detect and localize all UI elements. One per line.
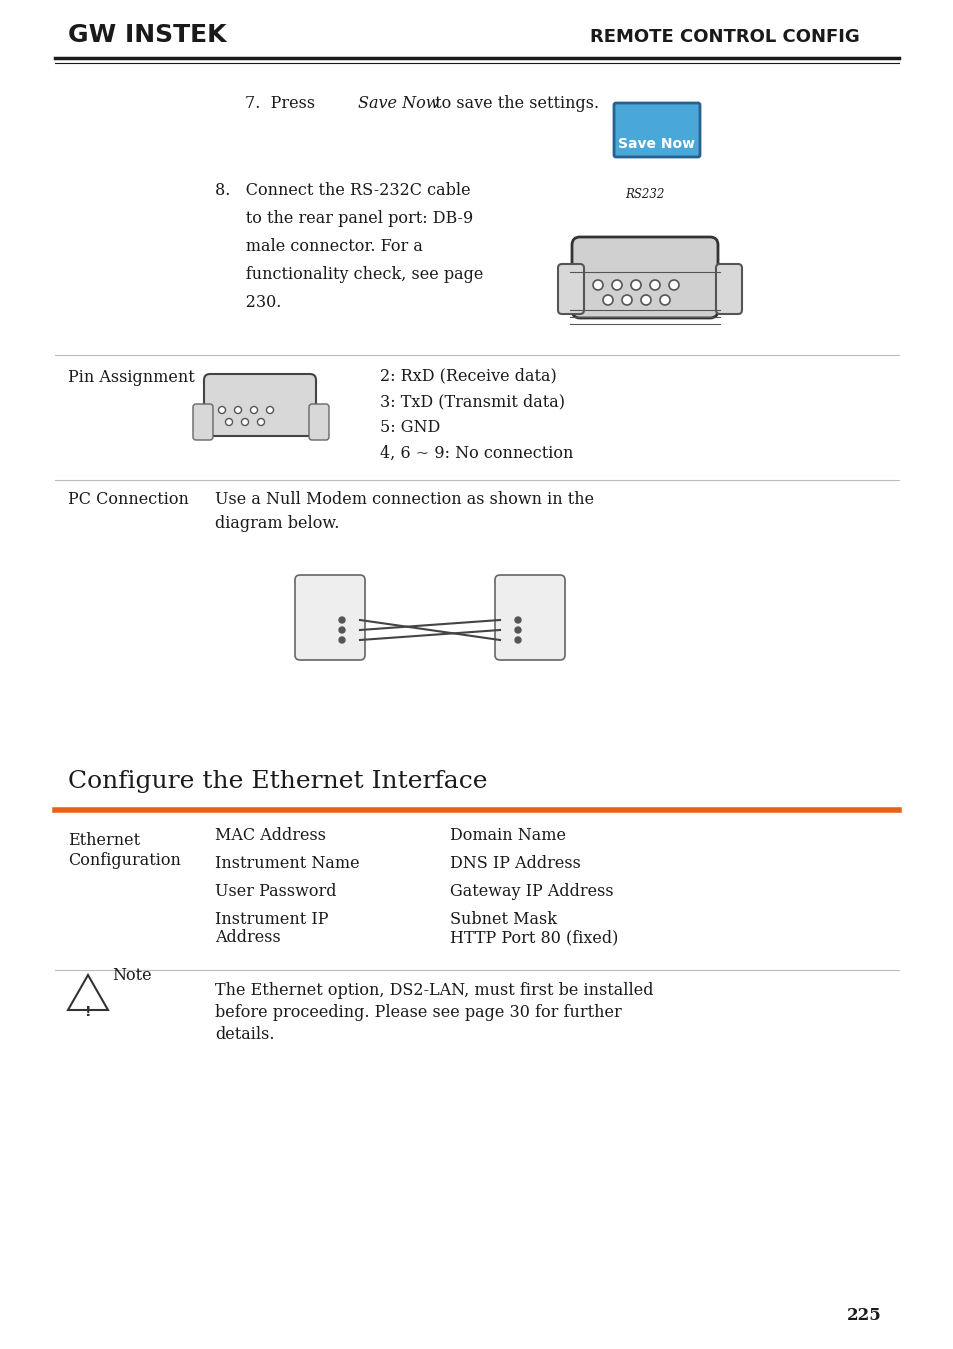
Text: GW INSTEK: GW INSTEK — [68, 23, 226, 47]
Text: functionality check, see page: functionality check, see page — [214, 266, 483, 283]
Text: Instrument IP: Instrument IP — [214, 911, 328, 928]
Circle shape — [338, 627, 345, 633]
Text: Instrument Name: Instrument Name — [214, 855, 359, 871]
Circle shape — [338, 616, 345, 623]
Text: 7.  Press: 7. Press — [245, 94, 320, 112]
Text: MAC Address: MAC Address — [214, 827, 326, 844]
FancyBboxPatch shape — [716, 264, 741, 314]
Circle shape — [515, 637, 520, 643]
Text: !: ! — [85, 1005, 91, 1018]
Text: 225: 225 — [846, 1307, 882, 1323]
Text: Ethernet: Ethernet — [68, 832, 140, 849]
Circle shape — [640, 295, 650, 305]
FancyBboxPatch shape — [204, 374, 315, 436]
Text: Configure the Ethernet Interface: Configure the Ethernet Interface — [68, 770, 487, 793]
FancyBboxPatch shape — [495, 575, 564, 660]
FancyBboxPatch shape — [193, 403, 213, 440]
Circle shape — [241, 418, 248, 425]
Circle shape — [602, 295, 613, 305]
Text: Save Now: Save Now — [357, 94, 439, 112]
Text: to save the settings.: to save the settings. — [430, 94, 598, 112]
Text: 3: TxD (Transmit data): 3: TxD (Transmit data) — [379, 393, 564, 410]
Circle shape — [515, 627, 520, 633]
FancyBboxPatch shape — [309, 403, 329, 440]
Circle shape — [251, 406, 257, 414]
Circle shape — [621, 295, 631, 305]
Text: REMOTE CONTROL CONFIG: REMOTE CONTROL CONFIG — [589, 28, 859, 46]
Circle shape — [630, 281, 640, 290]
Circle shape — [659, 295, 669, 305]
Text: 5: GND: 5: GND — [379, 420, 439, 436]
FancyBboxPatch shape — [572, 237, 718, 318]
Text: male connector. For a: male connector. For a — [214, 237, 422, 255]
Circle shape — [218, 406, 225, 414]
Circle shape — [515, 616, 520, 623]
Text: before proceeding. Please see page 30 for further: before proceeding. Please see page 30 fo… — [214, 1004, 621, 1021]
Text: Save Now: Save Now — [618, 138, 695, 151]
Text: 4, 6 ~ 9: No connection: 4, 6 ~ 9: No connection — [379, 445, 573, 461]
Circle shape — [338, 637, 345, 643]
Text: RS232: RS232 — [624, 188, 663, 201]
Circle shape — [612, 281, 621, 290]
Text: details.: details. — [214, 1027, 274, 1043]
Text: 2: RxD (Receive data): 2: RxD (Receive data) — [379, 367, 557, 384]
FancyBboxPatch shape — [294, 575, 365, 660]
FancyBboxPatch shape — [614, 103, 700, 156]
Text: Domain Name: Domain Name — [450, 827, 565, 844]
Text: User Password: User Password — [214, 884, 336, 900]
Text: DNS IP Address: DNS IP Address — [450, 855, 580, 871]
Circle shape — [266, 406, 274, 414]
Text: Subnet Mask: Subnet Mask — [450, 911, 557, 928]
Circle shape — [225, 418, 233, 425]
Polygon shape — [68, 975, 108, 1010]
Text: diagram below.: diagram below. — [214, 515, 339, 532]
Text: Configuration: Configuration — [68, 853, 181, 869]
Text: 8.   Connect the RS-232C cable: 8. Connect the RS-232C cable — [214, 182, 470, 200]
Text: Gateway IP Address: Gateway IP Address — [450, 884, 613, 900]
Circle shape — [257, 418, 264, 425]
Text: to the rear panel port: DB-9: to the rear panel port: DB-9 — [214, 210, 473, 227]
Text: Note: Note — [112, 967, 152, 983]
Text: Address: Address — [214, 929, 280, 946]
Circle shape — [234, 406, 241, 414]
Text: PC Connection: PC Connection — [68, 491, 189, 509]
Text: 230.: 230. — [214, 294, 281, 312]
Circle shape — [668, 281, 679, 290]
Text: Pin Assignment: Pin Assignment — [68, 370, 194, 386]
Circle shape — [593, 281, 602, 290]
Circle shape — [649, 281, 659, 290]
FancyBboxPatch shape — [558, 264, 583, 314]
Text: HTTP Port 80 (fixed): HTTP Port 80 (fixed) — [450, 929, 618, 946]
Text: Use a Null Modem connection as shown in the: Use a Null Modem connection as shown in … — [214, 491, 594, 509]
Text: The Ethernet option, DS2-LAN, must first be installed: The Ethernet option, DS2-LAN, must first… — [214, 982, 653, 1000]
